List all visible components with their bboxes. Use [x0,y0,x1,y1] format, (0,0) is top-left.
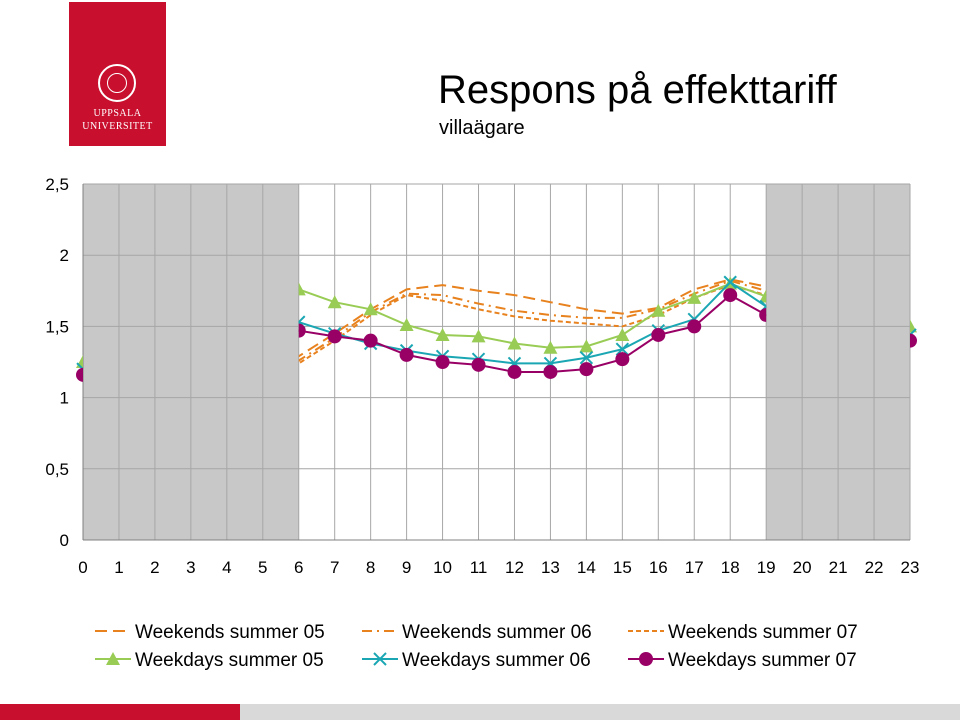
data-point [615,342,630,356]
x-tick-label: 13 [541,558,560,577]
data-point [471,357,486,372]
data-point [687,290,702,304]
x-tick-label: 12 [505,558,524,577]
data-point [723,275,737,289]
legend-item-4: Weekdays summer 06 [362,650,591,671]
y-tick-label: 2 [60,246,69,265]
data-point [615,352,630,367]
y-tick-label: 1 [60,389,69,408]
legend-label: Weekends summer 05 [135,622,325,643]
x-tick-label: 2 [150,558,159,577]
data-point [435,355,450,369]
x-tick-label: 19 [757,558,776,577]
x-tick-label: 21 [829,558,848,577]
data-point [723,288,738,303]
data-point [399,347,414,362]
y-tick-label: 2,5 [45,175,69,194]
x-tick-label: 3 [186,558,195,577]
x-marker-stroke [579,351,594,365]
x-tick-label: 16 [649,558,668,577]
x-tick-label: 15 [613,558,632,577]
footer-bar-red [0,704,240,720]
x-marker-stroke [723,275,737,289]
logo-line2: UNIVERSITET [82,121,153,132]
footer-bar-grey [240,704,960,720]
logo-line1: UPPSALA [93,108,142,119]
slide-subtitle: villaägare [439,117,525,139]
data-point [363,302,378,316]
y-tick-label: 1,5 [45,317,69,336]
seal-icon [98,64,136,102]
legend-item-3: Weekdays summer 05 [95,650,324,671]
x-tick-label: 6 [294,558,303,577]
x-tick-label: 17 [685,558,704,577]
legend-label: Weekends summer 07 [668,622,858,643]
legend-item-0: Weekends summer 05 [95,622,325,643]
data-point [399,317,414,331]
data-point [579,362,594,377]
chart-legend: Weekends summer 05 Weekends summer 06 Week… [95,622,858,671]
data-point [543,364,558,379]
x-tick-label: 8 [366,558,375,577]
x-tick-label: 14 [577,558,596,577]
y-tick-label: 0 [60,531,69,550]
data-point [651,327,666,342]
data-point [615,327,630,341]
x-tick-label: 1 [114,558,123,577]
x-tick-label: 11 [470,558,488,577]
data-point [435,327,450,341]
chart-ticks: 00,511,522,50 1 2 3 4 5 6 7 8 9 10 11 12 13 14 15 16 17 18… [45,175,919,577]
y-tick-label: 0,5 [45,460,69,479]
slide-title: Respons på effekttariff [438,68,837,112]
x-tick-label: 5 [258,558,267,577]
data-point [363,333,378,348]
legend-item-2: Weekends summer 07 [628,622,858,643]
data-point [579,339,594,353]
data-point [327,329,342,344]
data-point [106,652,120,665]
data-point [507,364,522,379]
x-marker-stroke [615,342,630,356]
data-point [471,329,486,343]
data-point [687,319,702,334]
data-point [639,652,653,666]
legend-label: Weekdays summer 06 [402,650,591,671]
x-tick-label: 4 [222,558,231,577]
data-point [543,340,558,354]
data-point [651,303,666,317]
data-point [579,351,594,365]
x-tick-label: 18 [721,558,740,577]
x-tick-label: 9 [402,558,411,577]
x-tick-label: 23 [901,558,920,577]
legend-item-1: Weekends summer 06 [362,622,592,643]
x-tick-label: 22 [865,558,884,577]
x-tick-label: 10 [433,558,452,577]
x-tick-label: 20 [793,558,812,577]
legend-label: Weekdays summer 07 [668,650,857,671]
x-tick-label: 0 [78,558,87,577]
legend-label: Weekdays summer 05 [135,650,324,671]
data-point [373,652,387,666]
legend-label: Weekends summer 06 [402,622,592,643]
x-tick-label: 7 [330,558,339,577]
x-marker-stroke [373,652,387,666]
university-logo: UPPSALA UNIVERSITET [69,2,166,146]
data-point [327,295,342,309]
data-point [507,336,522,350]
legend-item-5: Weekdays summer 07 [628,650,857,671]
